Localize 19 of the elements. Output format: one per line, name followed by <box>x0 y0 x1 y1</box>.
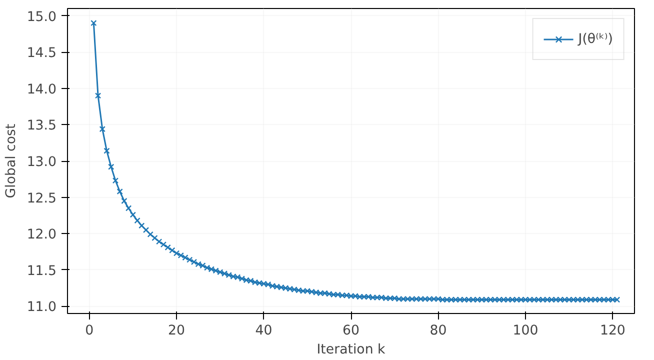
y-tick-label: 14.5 <box>26 46 57 62</box>
x-tick-label: 0 <box>85 324 94 338</box>
y-tick-label: 13.0 <box>26 155 57 170</box>
y-tick-label: 15.0 <box>26 10 57 25</box>
y-axis-title: Global cost <box>4 124 19 198</box>
y-tick-label: 12.0 <box>26 228 57 243</box>
x-axis-title: Iteration k <box>316 342 386 358</box>
y-tick-label: 12.5 <box>26 191 57 206</box>
y-tick-label: 13.5 <box>26 118 57 134</box>
x-tick-label: 80 <box>430 324 447 338</box>
y-tick-label: 14.0 <box>26 82 57 98</box>
y-tick-label: 11.5 <box>26 264 57 279</box>
x-tick-label: 60 <box>342 324 360 338</box>
x-tick-label: 100 <box>512 324 538 338</box>
x-tick-label: 120 <box>600 324 626 338</box>
x-tick-label: 40 <box>255 324 272 338</box>
y-tick-label: 11.0 <box>26 300 57 316</box>
legend-label: J(θ⁽ᵏ⁾) <box>578 32 613 46</box>
x-tick-label: 20 <box>168 324 186 338</box>
